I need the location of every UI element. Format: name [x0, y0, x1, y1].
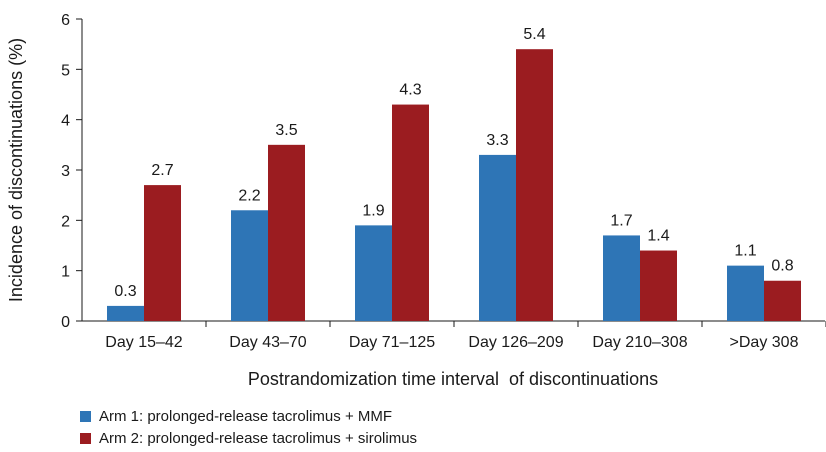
x-axis-label: Postrandomization time interval of disco… [248, 369, 658, 389]
legend-swatch-arm1 [80, 411, 91, 422]
y-tick-label: 6 [61, 12, 70, 29]
chart-bars [107, 49, 801, 321]
bar-series-2 [392, 104, 429, 321]
chart-data-labels: 0.3 2.7 2.2 3.5 1.9 4.3 3.3 5.4 1.7 1.4 1.1 0.8 [114, 26, 793, 300]
bar-data-label: 2.7 [151, 162, 173, 179]
bar-series-1 [355, 225, 392, 321]
bar-series-2 [764, 280, 801, 321]
legend-item-arm2: Arm 2: prolonged-release tacrolimus + si… [80, 430, 417, 447]
x-tick-label: Day 43–70 [229, 334, 306, 351]
bar-data-label: 3.5 [275, 122, 297, 139]
y-tick-label: 2 [61, 213, 70, 230]
bar-series-2 [516, 49, 553, 321]
bar-data-label: 4.3 [399, 82, 421, 99]
legend-label-arm2: Arm 2: prolonged-release tacrolimus + si… [99, 430, 418, 447]
bar-series-1 [727, 265, 764, 321]
bar-data-label: 1.1 [734, 243, 756, 260]
y-tick-label: 5 [61, 62, 70, 79]
bar-chart: 0 1 2 3 4 5 6 Day 15–42 Day 43–70 Day 71–125 Day 1… [6, 12, 826, 389]
x-tick-label: Day 71–125 [349, 334, 435, 351]
x-tick-label: Day 126–209 [468, 334, 563, 351]
bar-data-label: 3.3 [486, 132, 508, 149]
legend-swatch-arm2 [80, 433, 91, 444]
bar-series-1 [107, 305, 144, 321]
bar-series-1 [231, 210, 268, 321]
bar-data-label: 2.2 [238, 187, 260, 204]
legend-item-arm1: Arm 1: prolonged-release tacrolimus + MM… [80, 408, 392, 425]
bar-series-1 [603, 235, 640, 321]
bar-series-2 [268, 144, 305, 321]
bar-data-label: 0.8 [771, 258, 793, 275]
chart-axes: 0 1 2 3 4 5 6 Day 15–42 Day 43–70 Day 71–125 Day 1… [61, 12, 826, 351]
bar-data-label: 1.7 [610, 212, 632, 229]
x-tick-label: Day 210–308 [592, 334, 687, 351]
y-axis-label: Incidence of discontinuations (%) [6, 38, 26, 302]
legend-label-arm1: Arm 1: prolonged-release tacrolimus + MM… [99, 408, 393, 425]
bar-data-label: 1.4 [647, 228, 669, 245]
bar-data-label: 1.9 [362, 202, 384, 219]
bar-data-label: 0.3 [114, 283, 136, 300]
x-tick-label: >Day 308 [730, 334, 799, 351]
bar-series-2 [640, 250, 677, 321]
y-tick-label: 3 [61, 163, 70, 180]
x-tick-label: Day 15–42 [105, 334, 182, 351]
y-tick-label: 1 [61, 264, 70, 281]
bar-data-label: 5.4 [523, 26, 545, 43]
bar-series-1 [479, 154, 516, 321]
y-tick-label: 4 [61, 113, 70, 130]
bar-series-2 [144, 185, 181, 321]
y-tick-label: 0 [61, 314, 70, 331]
